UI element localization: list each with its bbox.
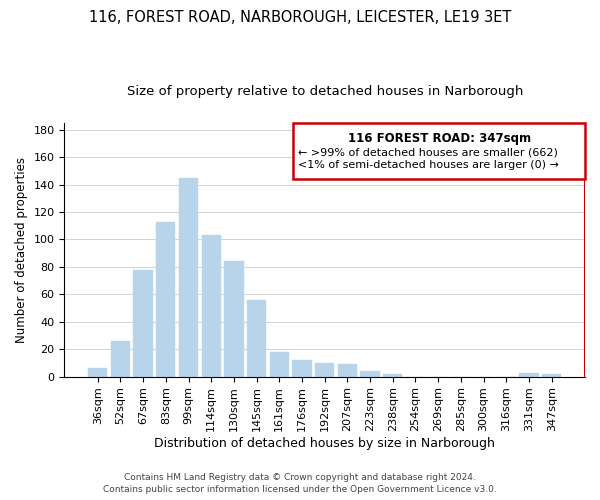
Bar: [338, 364, 357, 376]
Bar: [133, 270, 153, 376]
Bar: [202, 236, 221, 376]
Text: 116 FOREST ROAD: 347sqm: 116 FOREST ROAD: 347sqm: [347, 132, 531, 145]
Bar: [111, 341, 130, 376]
Text: ← >99% of detached houses are smaller (662): ← >99% of detached houses are smaller (6…: [298, 148, 558, 158]
Bar: [361, 371, 380, 376]
Bar: [269, 352, 289, 376]
Y-axis label: Number of detached properties: Number of detached properties: [15, 157, 28, 343]
Bar: [315, 363, 334, 376]
Text: 116, FOREST ROAD, NARBOROUGH, LEICESTER, LE19 3ET: 116, FOREST ROAD, NARBOROUGH, LEICESTER,…: [89, 10, 511, 25]
Bar: [247, 300, 266, 376]
X-axis label: Distribution of detached houses by size in Narborough: Distribution of detached houses by size …: [154, 437, 495, 450]
Bar: [224, 262, 244, 376]
Bar: [88, 368, 107, 376]
Bar: [542, 374, 562, 376]
Bar: [292, 360, 311, 376]
Text: Contains HM Land Registry data © Crown copyright and database right 2024.: Contains HM Land Registry data © Crown c…: [124, 474, 476, 482]
Bar: [156, 222, 175, 376]
Bar: [520, 372, 539, 376]
Text: <1% of semi-detached houses are larger (0) →: <1% of semi-detached houses are larger (…: [298, 160, 559, 170]
Bar: [179, 178, 198, 376]
Title: Size of property relative to detached houses in Narborough: Size of property relative to detached ho…: [127, 85, 523, 98]
Text: Contains public sector information licensed under the Open Government Licence v3: Contains public sector information licen…: [103, 485, 497, 494]
Bar: [383, 374, 403, 376]
